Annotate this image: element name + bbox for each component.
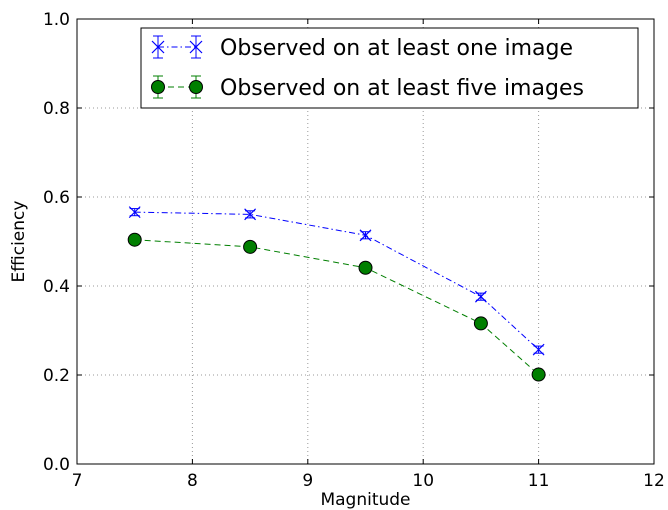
x-tick-label: 11: [528, 471, 550, 491]
legend-label-series-2: Observed on at least five images: [220, 76, 584, 101]
x-tick-label: 8: [187, 471, 198, 491]
data-point: [532, 343, 545, 356]
legend-swatch-series-2: [151, 75, 203, 99]
series-line: [134, 239, 539, 375]
data-point: [127, 232, 142, 247]
legend-label-series-1: Observed on at least one image: [220, 36, 573, 61]
legend-box: [140, 27, 639, 109]
x-tick-label: 9: [302, 471, 313, 491]
y-tick-label: 0.4: [43, 277, 70, 297]
x-axis-label: Magnitude: [320, 490, 410, 510]
series-layer: [127, 206, 546, 382]
data-point: [243, 239, 258, 254]
x-tick-label: 10: [412, 471, 434, 491]
x-tick-label: 7: [72, 471, 83, 491]
legend-marker: [189, 40, 203, 54]
data-point: [474, 290, 487, 303]
data-point: [531, 367, 546, 382]
ticks: 7 8 9 10 11 12 0.0 0.2 0.4 0.6 0.8 1.0: [43, 10, 665, 491]
legend-marker: [151, 40, 165, 54]
legend-marker: [189, 80, 203, 94]
y-axis-label: Efficiency: [9, 201, 29, 283]
y-tick-label: 0.6: [43, 188, 70, 208]
data-point: [359, 229, 372, 242]
x-tick-label: 12: [643, 471, 665, 491]
legend: Observed on at least one image Observed …: [140, 27, 639, 109]
legend-swatch-series-1: [151, 35, 203, 59]
legend-marker: [151, 80, 165, 94]
series-1: [128, 206, 545, 356]
plot-frame: [76, 18, 655, 465]
y-tick-label: 0.0: [43, 455, 70, 475]
y-tick-label: 1.0: [43, 10, 70, 30]
series-2: [127, 232, 546, 382]
data-point: [244, 208, 257, 221]
data-point: [358, 260, 373, 275]
data-point: [128, 206, 141, 219]
y-tick-label: 0.8: [43, 99, 70, 119]
y-tick-label: 0.2: [43, 366, 70, 386]
data-point: [473, 316, 488, 331]
